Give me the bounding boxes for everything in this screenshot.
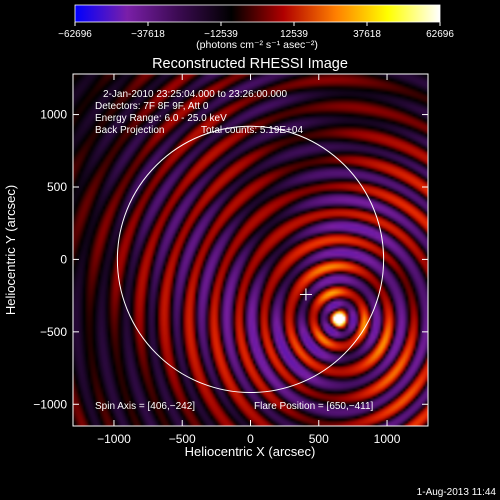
x-axis-label: Heliocentric X (arcsec): [185, 444, 316, 459]
x-tick-label: −500: [169, 432, 196, 446]
plot-area: [73, 74, 428, 426]
x-tick-label: 500: [309, 432, 329, 446]
footer-date: 1-Aug-2013 11:44: [417, 487, 497, 498]
colorbar-tick-label: 37618: [353, 29, 381, 40]
colorbar: [74, 4, 441, 23]
axes: −1000 −500 0 500 1000 −1000 −500 0 500 1000: [33, 74, 428, 446]
spin-axis-marker: [299, 288, 312, 301]
annotation-total-counts: Total counts: 5.19E+04: [201, 125, 303, 136]
y-tick-label: 1000: [40, 108, 67, 122]
colorbar-tick-label: −62696: [58, 29, 92, 40]
annotation-energy-range: Energy Range: 6.0 - 25.0 keV: [95, 113, 227, 124]
x-tick-label: 1000: [374, 432, 401, 446]
colorbar-units: (photons cm⁻² s⁻¹ asec⁻²): [196, 39, 318, 51]
annotation-spin-axis: Spin Axis = [406,−242]: [95, 401, 195, 412]
y-tick-label: 0: [60, 252, 67, 266]
colorbar-ticks: −62696 −37618 −12539 12539 37618 62696: [58, 22, 454, 40]
y-tick-label: 500: [47, 180, 67, 194]
heatmap-image: [73, 74, 428, 426]
colorbar-tick-label: 12539: [280, 29, 308, 40]
colorbar-tick-label: −12539: [204, 29, 238, 40]
solar-disk-circle: [116, 125, 385, 394]
x-tick-label: −1000: [97, 432, 131, 446]
annotation-time-range: 2-Jan-2010 23:25:04.000 to 23:26:00.000: [103, 89, 287, 100]
y-tick-label: −500: [40, 325, 67, 339]
x-tick-label: 0: [247, 432, 254, 446]
y-axis-label: Heliocentric Y (arcsec): [3, 185, 18, 315]
y-tick-label: −1000: [33, 397, 67, 411]
annotation-detectors: Detectors: 7F 8F 9F, Att 0: [95, 101, 209, 112]
colorbar-tick-label: −37618: [131, 29, 165, 40]
colorbar-tick-label: 62696: [426, 29, 454, 40]
chart-title: Reconstructed RHESSI Image: [152, 56, 348, 72]
annotation-flare-position: Flare Position = [650,−411]: [254, 401, 374, 412]
annotation-method: Back Projection: [95, 125, 164, 136]
